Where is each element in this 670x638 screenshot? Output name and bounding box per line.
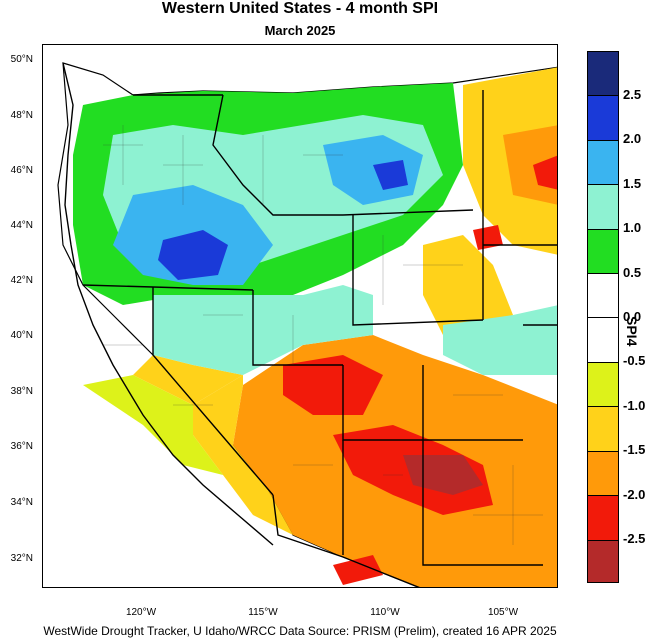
colorbar-title: SPI4 (624, 316, 640, 347)
colorbar-label: -1.5 (623, 442, 646, 457)
colorbar-label: 1.0 (623, 220, 642, 235)
slightly-dry-california (83, 375, 223, 475)
dry-colorado (423, 235, 513, 345)
colorbar-bin (588, 407, 618, 452)
colorbar-bin (588, 274, 618, 318)
lat-label-42n: 42°N (10, 275, 33, 286)
lon-label-110w: 110°W (370, 607, 400, 618)
moderately-dry-band (193, 375, 293, 535)
colorbar-bin (588, 541, 618, 582)
map-footer: WestWide Drought Tracker, U Idaho/WRCC D… (43, 624, 557, 638)
colorbar-bin (588, 185, 618, 230)
colorbar-bin (588, 52, 618, 96)
lat-label-40n: 40°N (10, 330, 33, 341)
colorbar-bin (588, 363, 618, 407)
colorbar-label: -0.5 (623, 353, 646, 368)
spi-map-canvas (43, 45, 557, 587)
spi-colorbar (587, 51, 619, 583)
spi-map (42, 44, 558, 588)
lat-label-34n: 34°N (10, 497, 33, 508)
colorbar-label: -1.0 (623, 398, 646, 413)
wet-montana (323, 135, 423, 205)
very-dry-utah (283, 355, 383, 415)
lon-label-115w: 115°W (248, 607, 278, 618)
very-wet-montana (373, 160, 408, 190)
state-borders (62, 62, 557, 587)
colorbar-bin (588, 452, 618, 496)
colorbar-label: 1.5 (623, 176, 642, 191)
map-title: Western United States - 4 month SPI (161, 0, 439, 17)
moderately-dry-nevada (133, 355, 243, 405)
lat-label-50n: 50°N (10, 54, 33, 65)
lat-label-38n: 38°N (10, 386, 33, 397)
lat-label-36n: 36°N (10, 441, 33, 452)
lon-label-120w: 120°W (125, 607, 157, 618)
colorbar-label: 2.0 (623, 131, 642, 146)
lat-label-48n: 48°N (10, 110, 33, 121)
colorbar-label: 0.5 (623, 265, 642, 280)
colorbar-label: -2.0 (623, 487, 646, 502)
colorbar-label: 0.0 (623, 309, 642, 324)
wet-great-basin (153, 285, 373, 375)
lat-label-32n: 32°N (10, 553, 33, 564)
very-dry-wyoming (473, 225, 503, 250)
colorbar-bin (588, 141, 618, 185)
colorbar-label: -2.5 (623, 531, 646, 546)
lat-label-44n: 44°N (10, 220, 33, 231)
wet-east-colorado (443, 305, 557, 375)
colorbar-bin (588, 318, 618, 363)
colorbar-bin (588, 96, 618, 141)
colorbar-bin (588, 496, 618, 541)
lat-label-46n: 46°N (10, 165, 33, 176)
very-dry-plains (533, 155, 557, 190)
lon-label-105w: 105°W (487, 607, 519, 618)
very-wet-oregon (158, 230, 228, 280)
county-borders (103, 125, 543, 545)
map-subtitle: March 2025 (264, 23, 336, 38)
very-dry-south (333, 555, 383, 585)
colorbar-label: 2.5 (623, 87, 642, 102)
colorbar-bin (588, 230, 618, 274)
